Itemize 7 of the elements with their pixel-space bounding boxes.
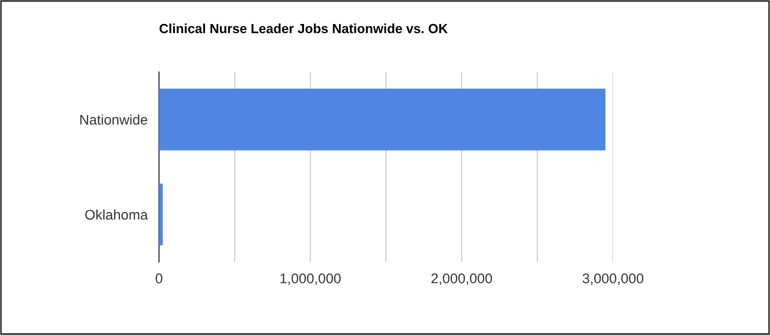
x-tick-label: 1,000,000: [280, 273, 341, 285]
x-tick-label: 3,000,000: [582, 273, 644, 285]
x-tick-label: 0: [156, 273, 162, 284]
y-tick-label: Oklahoma: [85, 209, 148, 220]
chart-title: Clinical Nurse Leader Jobs Nationwide vs. OK: [160, 24, 448, 34]
x-tick-label: 2,000,000: [431, 273, 492, 285]
y-tick-label: Nationwide: [80, 114, 148, 125]
